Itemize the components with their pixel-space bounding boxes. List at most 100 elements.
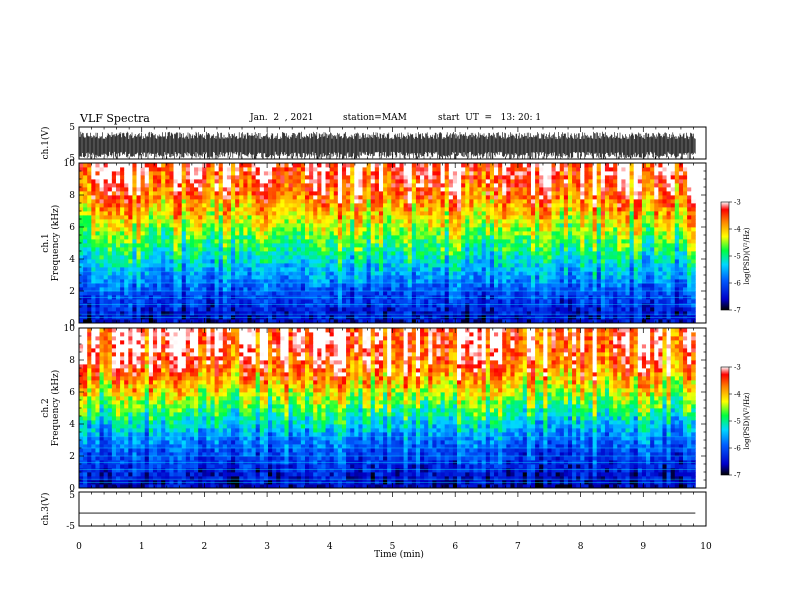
- spectrogram-cell: [530, 167, 536, 172]
- spectrogram-cell: [284, 271, 289, 276]
- spectrogram-cell: [518, 291, 524, 296]
- spectrogram-cell: [144, 267, 150, 272]
- spectrogram-cell: [235, 243, 240, 248]
- spectrogram-cell: [391, 259, 396, 264]
- spectrogram-cell: [321, 259, 326, 264]
- spectrogram-cell: [276, 215, 281, 220]
- spectrogram-cell: [181, 287, 187, 292]
- spectrogram-cell: [424, 271, 429, 276]
- spectrogram-cell: [177, 263, 183, 268]
- spectrogram-cell: [140, 223, 146, 228]
- spectrogram-cell: [251, 251, 257, 256]
- spectrogram-cell: [522, 231, 528, 236]
- spectrogram-cell: [555, 207, 561, 212]
- spectrogram-cell: [169, 207, 174, 212]
- spectrogram-cell: [358, 267, 363, 272]
- spectrogram-cell: [543, 223, 548, 228]
- spectrogram-cell: [321, 195, 326, 200]
- spectrogram-cell: [354, 319, 359, 324]
- spectrogram-cell: [235, 271, 240, 276]
- spectrogram-cell: [218, 243, 224, 248]
- spectrogram-cell: [218, 203, 224, 208]
- spectrogram-cell: [309, 251, 314, 256]
- spectrogram-cell: [276, 291, 281, 296]
- spectrogram-cell: [95, 203, 100, 208]
- spectrogram-cell: [276, 199, 281, 204]
- spectrogram-cell: [362, 271, 368, 276]
- spectrogram-cell: [300, 275, 306, 280]
- spectrogram-cell: [161, 259, 166, 264]
- spectrogram-cell: [448, 259, 454, 264]
- spectrogram-cell: [132, 207, 137, 212]
- spectrogram-cell: [185, 175, 191, 180]
- spectrogram-cell: [555, 279, 561, 284]
- spectrogram-cell: [136, 215, 142, 220]
- spectrogram-cell: [551, 183, 557, 188]
- spectrogram-cell: [383, 167, 388, 172]
- spectrogram-cell: [346, 195, 351, 200]
- spectrogram-cell: [366, 263, 372, 268]
- spectrogram-cell: [210, 259, 215, 264]
- spectrogram-cell: [407, 239, 413, 244]
- spectrogram-cell: [292, 271, 298, 276]
- spectrogram-cell: [247, 195, 252, 200]
- spectrogram-cell: [469, 263, 474, 268]
- spectrogram-cell: [526, 303, 532, 308]
- spectrogram-cell: [547, 227, 552, 232]
- spectrogram-cell: [325, 171, 331, 176]
- spectrogram-cell: [284, 219, 289, 224]
- spectrogram-cell: [247, 235, 252, 240]
- spectrogram-cell: [444, 303, 450, 308]
- spectrogram-cell: [99, 167, 105, 172]
- spectrogram-cell: [337, 271, 343, 276]
- spectrogram-cell: [124, 251, 129, 256]
- spectrogram-cell: [547, 211, 552, 216]
- spectrogram-cell: [120, 279, 125, 284]
- spectrogram-cell: [243, 207, 248, 212]
- spectrogram-cell: [259, 235, 265, 240]
- spectrogram-cell: [321, 271, 326, 276]
- spectrogram-cell: [506, 271, 511, 276]
- spectrogram-cell: [477, 271, 483, 276]
- spectrogram-cell: [383, 287, 388, 292]
- spectrogram-cell: [378, 255, 384, 260]
- spectrogram-cell: [169, 203, 174, 208]
- header-station: station=MAM: [343, 113, 407, 123]
- spectrogram-cell: [358, 287, 363, 292]
- spectrogram-cell: [522, 287, 528, 292]
- spectrogram-cell: [518, 215, 524, 220]
- spectrogram-cell: [198, 291, 203, 296]
- spectrogram-cell: [428, 287, 433, 292]
- spectrogram-cell: [210, 319, 215, 324]
- spectrogram-cell: [148, 199, 154, 204]
- spectrogram-cell: [514, 319, 520, 324]
- spectrogram-cell: [313, 175, 318, 180]
- spectrogram-cell: [489, 195, 495, 200]
- spectrogram-cell: [103, 319, 109, 324]
- spectrogram-cell: [539, 299, 544, 304]
- spectrogram-cell: [457, 303, 462, 308]
- spectrogram-cell: [358, 275, 363, 280]
- spectrogram-cell: [403, 227, 409, 232]
- spectrogram-cell: [366, 303, 372, 308]
- spectrogram-cell: [350, 283, 355, 288]
- spectrogram-cell: [317, 223, 322, 228]
- spectrogram-cell: [206, 175, 211, 180]
- spectrogram-cell: [518, 183, 524, 188]
- spectrogram-cell: [391, 227, 396, 232]
- spectrogram-cell: [555, 267, 561, 272]
- spectrogram-cell: [317, 163, 322, 168]
- spectrogram-cell: [461, 203, 466, 208]
- spectrogram-cell: [485, 283, 491, 288]
- spectrogram-cell: [477, 207, 483, 212]
- ch1-waveform-panel: 5 -5 ch.1(V): [40, 123, 707, 164]
- spectrogram-cell: [231, 255, 236, 260]
- spectrogram-cell: [424, 319, 429, 324]
- spectrogram-cell: [259, 187, 265, 192]
- spectrogram-cell: [300, 183, 306, 188]
- spectrogram-cell: [399, 283, 405, 288]
- spectrogram-cell: [111, 247, 117, 252]
- spectrogram-cell: [169, 235, 174, 240]
- spectrogram-cell: [276, 271, 281, 276]
- spectrogram-cell: [485, 287, 491, 292]
